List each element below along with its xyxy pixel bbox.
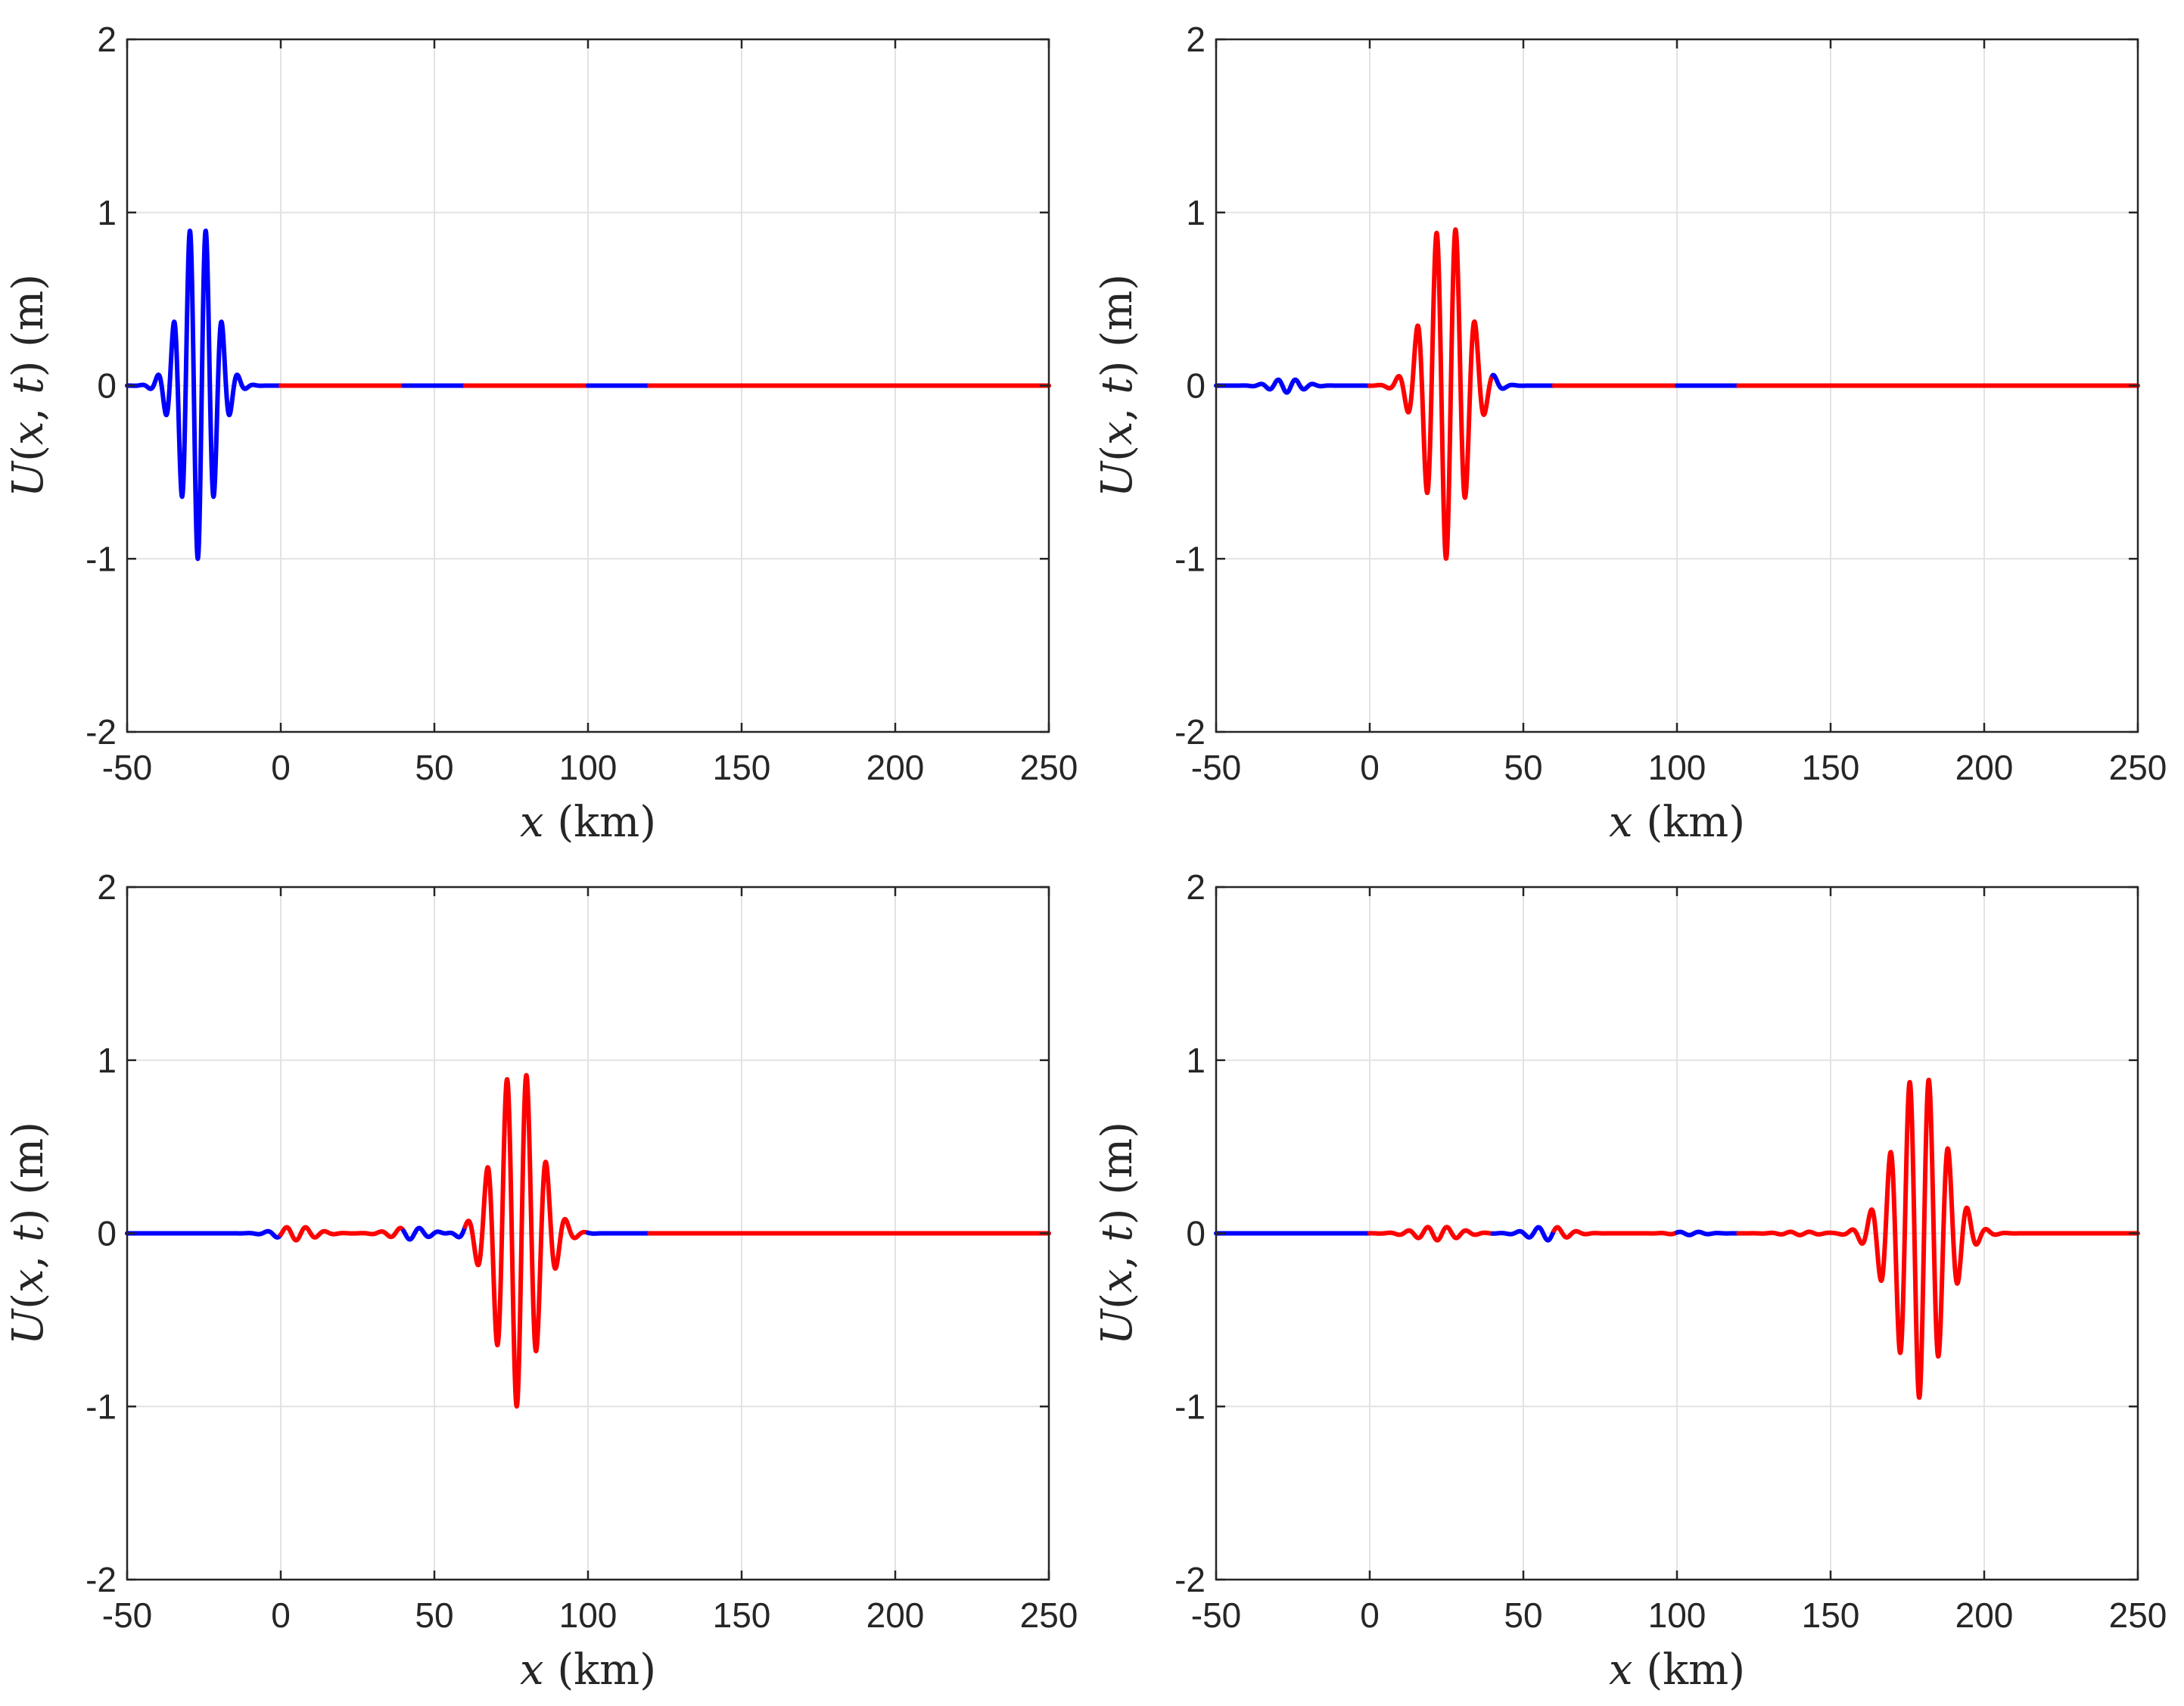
y-tick-label: -2	[1174, 1560, 1206, 1599]
y-tick-label: 0	[1186, 366, 1206, 406]
y-tick-label: 1	[1186, 193, 1206, 232]
series-segment-deep	[1214, 377, 1372, 395]
y-tick-label: -1	[86, 539, 117, 578]
x-tick-label: 250	[2109, 1595, 2167, 1635]
x-tick-label: 200	[866, 1595, 925, 1635]
x-tick-label: 0	[1360, 1595, 1380, 1635]
x-axis-label: x (km)	[1609, 798, 1745, 847]
series-segment-deep	[1490, 1225, 1557, 1243]
x-axis-label: x (km)	[520, 798, 656, 847]
y-tick-label: 2	[1186, 867, 1206, 907]
y-axis-label: U(x, t) (m)	[4, 1122, 53, 1345]
y-tick-label: -1	[86, 1387, 117, 1426]
series-segment-deep	[586, 1230, 652, 1236]
x-tick-label: 200	[866, 748, 925, 787]
y-tick-label: -1	[1174, 539, 1206, 578]
series-segment-shallow	[462, 1072, 590, 1409]
x-tick-label: -50	[102, 748, 152, 787]
y-axis-label: U(x, t) (m)	[1093, 274, 1142, 497]
panel-bottom-right: -50 0 50 100 150 200 250 -2 -1 0 1 2 x (km) U(x, t) (…	[1093, 867, 2167, 1695]
series-segment-deep	[1490, 372, 1557, 391]
y-tick-label: 1	[97, 1041, 117, 1080]
x-tick-label: 0	[271, 1595, 291, 1635]
x-tick-label: -50	[1191, 1595, 1241, 1635]
x-axis-label: x (km)	[520, 1645, 656, 1695]
series-segment-deep	[1675, 1229, 1741, 1237]
y-tick-label: 0	[1186, 1214, 1206, 1253]
x-tick-label: 100	[559, 748, 618, 787]
y-tick-label: 1	[1186, 1041, 1206, 1080]
x-tick-label: 100	[1648, 1595, 1706, 1635]
series-segment-shallow	[278, 1225, 406, 1243]
x-tick-label: 200	[1955, 1595, 2014, 1635]
x-axis-label: x (km)	[1609, 1645, 1745, 1695]
x-tick-label: 50	[415, 1595, 453, 1635]
y-tick-label: 2	[97, 20, 117, 59]
y-tick-label: -2	[86, 712, 117, 752]
y-tick-label: -2	[86, 1560, 117, 1599]
x-tick-label: 150	[1802, 1595, 1860, 1635]
y-axis-label: U(x, t) (m)	[1093, 1122, 1142, 1345]
y-tick-label: 0	[97, 366, 117, 406]
series-segment-shallow	[1736, 1077, 2140, 1400]
x-tick-label: 100	[559, 1595, 618, 1635]
x-tick-label: 50	[1504, 748, 1542, 787]
x-tick-label: 250	[2109, 748, 2167, 787]
x-tick-label: 150	[713, 748, 771, 787]
x-tick-label: 250	[1020, 748, 1078, 787]
x-tick-label: 0	[1360, 748, 1380, 787]
y-axis-label: U(x, t) (m)	[4, 274, 53, 497]
panel-top-left: -50 0 50 100 150 200 250 -2 -1 0 1 2 x (km) U(x, t) (…	[4, 20, 1078, 847]
x-tick-label: 250	[1020, 1595, 1078, 1635]
x-tick-label: 150	[1802, 748, 1860, 787]
x-tick-label: 100	[1648, 748, 1706, 787]
x-tick-label: -50	[102, 1595, 152, 1635]
y-tick-label: 1	[97, 193, 117, 232]
x-tick-label: 150	[713, 1595, 771, 1635]
y-tick-label: 2	[97, 867, 117, 907]
series-segment-deep	[125, 1228, 283, 1240]
x-tick-label: 50	[1504, 1595, 1542, 1635]
y-tick-label: 0	[97, 1214, 117, 1253]
series-segment-deep	[401, 1224, 468, 1242]
y-tick-label: -2	[1174, 712, 1206, 752]
x-tick-label: 0	[271, 748, 291, 787]
y-tick-label: -1	[1174, 1387, 1206, 1426]
series-segment-shallow	[1367, 1225, 1495, 1243]
panel-top-right: -50 0 50 100 150 200 250 -2 -1 0 1 2 x (km) U(x, t) (…	[1093, 20, 2167, 847]
x-tick-label: -50	[1191, 748, 1241, 787]
x-tick-label: 200	[1955, 748, 2014, 787]
y-tick-label: 2	[1186, 20, 1206, 59]
series-segment-shallow	[1367, 227, 1495, 561]
panel-bottom-left: -50 0 50 100 150 200 250 -2 -1 0 1 2 x (km) U(x, t) (…	[4, 867, 1078, 1695]
series-segment-shallow	[1551, 1225, 1679, 1240]
x-tick-label: 50	[415, 748, 453, 787]
series-segment-deep	[125, 228, 283, 562]
